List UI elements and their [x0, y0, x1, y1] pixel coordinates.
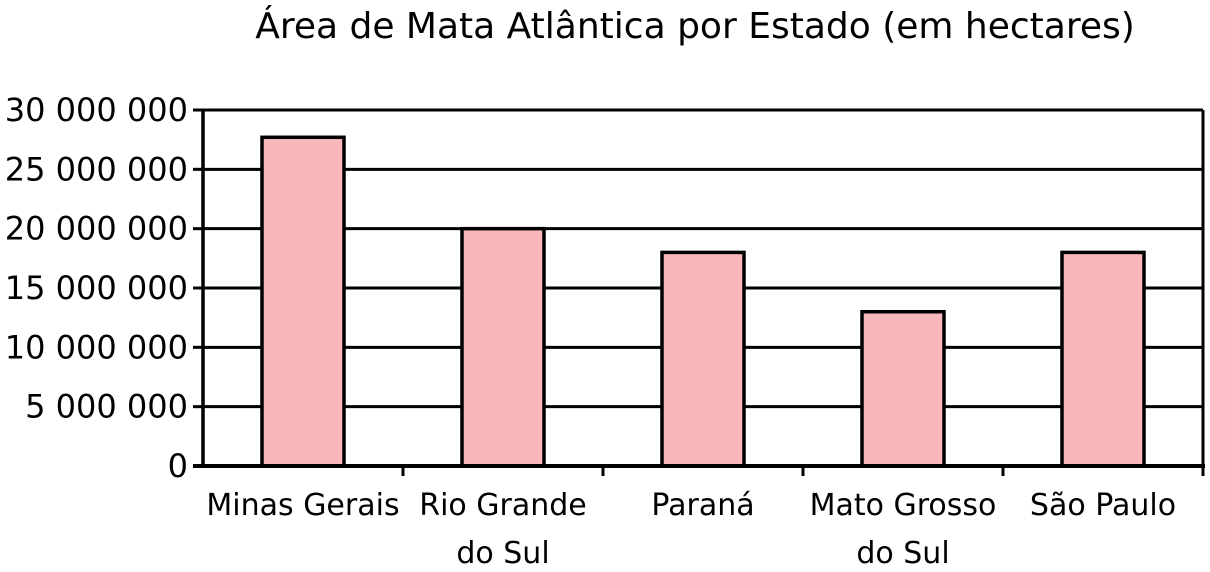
bar — [460, 226, 546, 468]
y-tick-label: 0 — [168, 447, 188, 485]
x-category-label: Mato Grosso do Sul — [810, 488, 997, 571]
bar — [660, 250, 746, 468]
y-tick-label: 15 000 000 — [5, 269, 188, 307]
x-category-label: Paraná — [651, 488, 754, 523]
x-category-label: São Paulo — [1030, 488, 1176, 523]
y-tick-label: 30 000 000 — [5, 91, 188, 129]
y-tick-labels: 0 5 000 000 10 000 000 15 000 000 20 000 000… — [5, 91, 188, 485]
x-category-label: Rio Grande do Sul — [419, 488, 587, 571]
y-tick-label: 25 000 000 — [5, 150, 188, 188]
y-tick-label: 10 000 000 — [5, 328, 188, 366]
x-category-label: Minas Gerais — [206, 488, 399, 523]
y-tick-label: 20 000 000 — [5, 210, 188, 248]
chart-title: Área de Mata Atlântica por Estado (em he… — [255, 5, 1135, 47]
axes — [193, 108, 1205, 476]
bars — [260, 135, 1146, 468]
y-tick-label: 5 000 000 — [25, 388, 188, 426]
bar — [260, 135, 346, 468]
bar — [860, 309, 946, 468]
bar — [1060, 250, 1146, 468]
x-category-labels: Minas Gerais Rio Grande do Sul Paraná Mato G… — [206, 488, 1176, 571]
